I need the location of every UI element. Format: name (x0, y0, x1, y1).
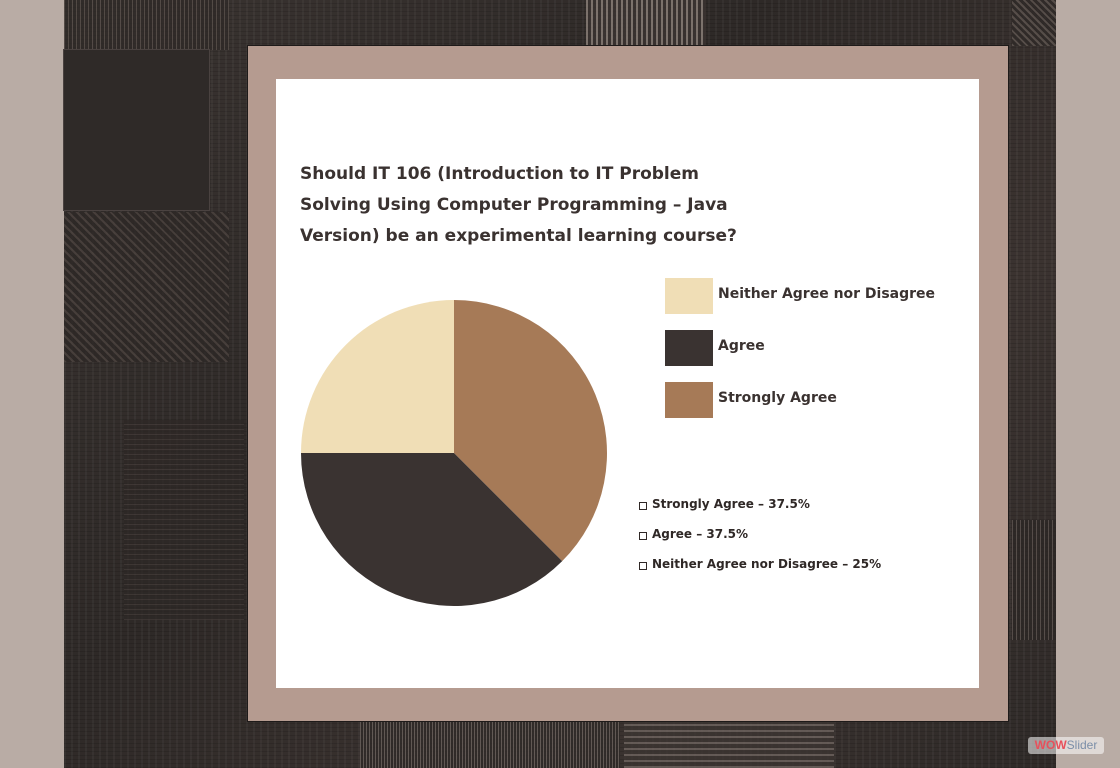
pie-slice-agree (301, 453, 563, 606)
chart-title: Should IT 106 (Introduction to IT Proble… (300, 164, 737, 246)
annotation-text: Strongly Agree – 37.5% (652, 497, 810, 511)
legend-swatch (665, 278, 713, 314)
square-bullet-icon (639, 502, 647, 510)
texture-panel (1012, 0, 1056, 46)
legend-swatch (665, 330, 713, 366)
watermark-brand-b: Slider (1066, 738, 1098, 752)
wowslider-watermark[interactable]: WOWSlider (1028, 737, 1104, 754)
legend-label: Agree (718, 338, 765, 354)
pie-chart (301, 300, 607, 606)
legend-label: Strongly Agree (718, 390, 837, 406)
texture-panel (64, 212, 229, 362)
texture-panel (1012, 520, 1056, 640)
texture-panel (586, 0, 706, 46)
legend-label: Neither Agree nor Disagree (718, 286, 936, 302)
texture-panel (624, 722, 834, 768)
texture-panel (64, 0, 229, 50)
watermark-brand-a: WOW (1034, 738, 1067, 752)
square-bullet-icon (639, 532, 647, 540)
texture-panel (63, 49, 210, 211)
annotation-text: Agree – 37.5% (652, 527, 749, 541)
annotation-text: Neither Agree nor Disagree – 25% (652, 557, 882, 571)
square-bullet-icon (639, 562, 647, 570)
pie-slice-strongly-agree (454, 300, 607, 562)
legend-item: Neither Agree nor Disagree (665, 278, 965, 314)
legend-item: Strongly Agree (665, 382, 965, 418)
legend-item: Agree (665, 330, 965, 366)
texture-panel (360, 722, 620, 768)
pie-slice-neither-agree-nor-disagree (301, 300, 454, 453)
slide-card: Should IT 106 (Introduction to IT Proble… (276, 79, 979, 688)
legend-swatch (665, 382, 713, 418)
texture-panel (124, 420, 244, 620)
